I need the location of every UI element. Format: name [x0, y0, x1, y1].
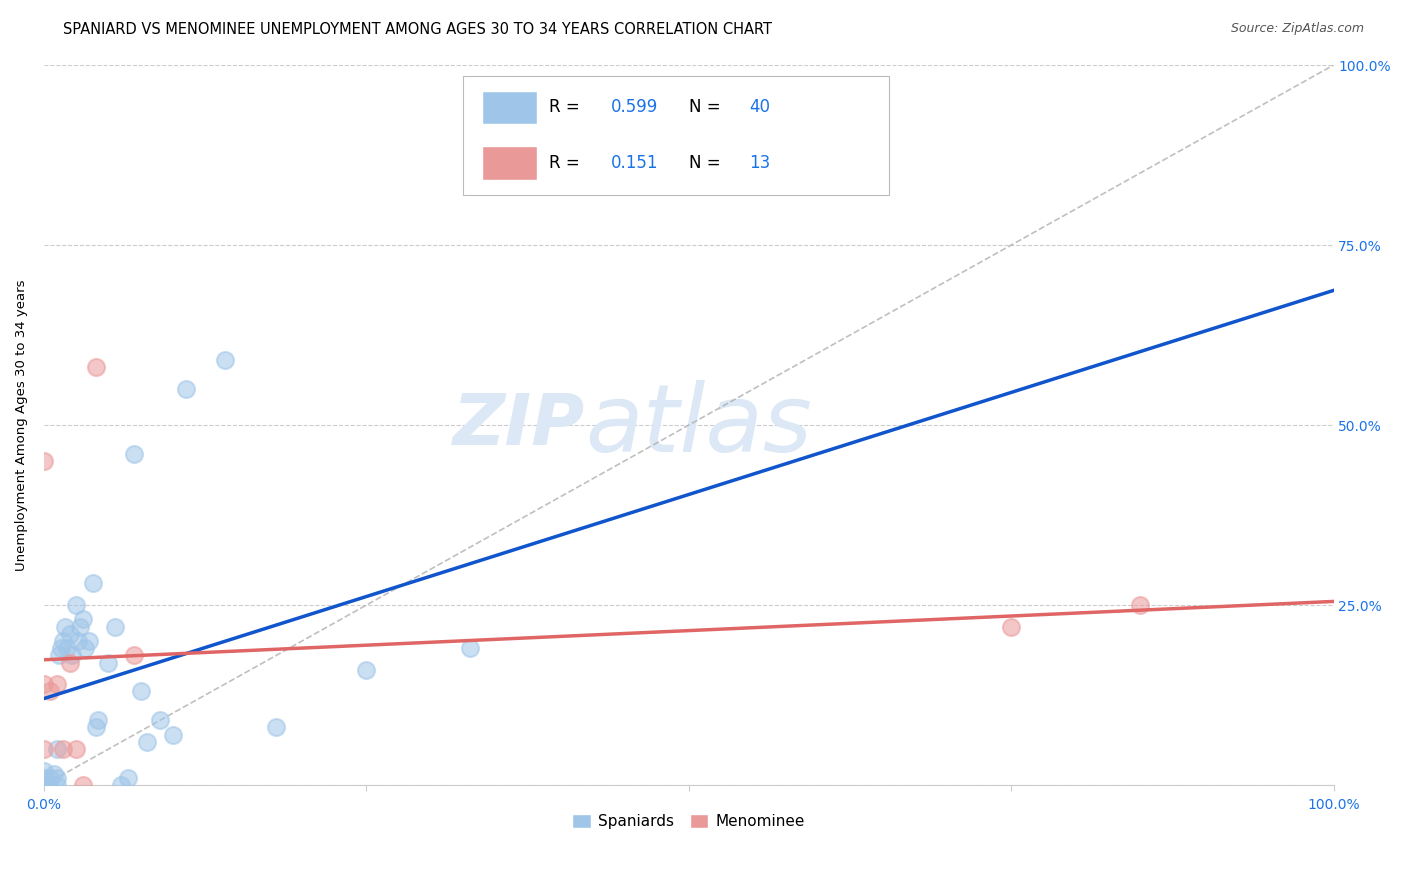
Point	[129, 684, 152, 698]
Point	[53, 620, 76, 634]
Text: Source: ZipAtlas.com: Source: ZipAtlas.com	[1230, 22, 1364, 36]
FancyBboxPatch shape	[482, 91, 537, 124]
Point	[49, 641, 72, 656]
FancyBboxPatch shape	[482, 146, 537, 180]
Point	[84, 360, 107, 375]
Point	[59, 656, 82, 670]
Text: N =: N =	[689, 98, 725, 116]
Point	[122, 648, 145, 663]
Point	[69, 620, 91, 634]
Point	[59, 627, 82, 641]
Point	[52, 742, 75, 756]
Point	[110, 778, 132, 792]
Point	[84, 721, 107, 735]
Point	[32, 677, 55, 691]
Point	[356, 663, 378, 677]
Point	[1129, 598, 1152, 612]
Point	[136, 735, 159, 749]
Point	[458, 641, 481, 656]
Point	[45, 677, 67, 691]
Point	[52, 634, 75, 648]
Point	[1000, 620, 1022, 634]
Point	[45, 742, 67, 756]
Point	[97, 656, 120, 670]
Text: ZIP: ZIP	[453, 391, 585, 459]
Point	[45, 771, 67, 785]
Point	[45, 778, 67, 792]
Point	[72, 612, 94, 626]
Point	[174, 382, 197, 396]
Y-axis label: Unemployment Among Ages 30 to 34 years: Unemployment Among Ages 30 to 34 years	[15, 279, 28, 571]
Point	[87, 714, 110, 728]
Point	[32, 764, 55, 778]
Point	[75, 641, 97, 656]
Point	[149, 714, 172, 728]
Point	[38, 778, 60, 792]
Point	[117, 771, 139, 785]
Point	[72, 778, 94, 792]
Point	[104, 620, 127, 634]
Text: atlas: atlas	[585, 380, 813, 471]
Point	[122, 447, 145, 461]
Text: R =: R =	[550, 98, 585, 116]
Point	[32, 778, 55, 792]
Point	[32, 771, 55, 785]
Point	[39, 771, 62, 785]
Point	[39, 684, 62, 698]
Text: SPANIARD VS MENOMINEE UNEMPLOYMENT AMONG AGES 30 TO 34 YEARS CORRELATION CHART: SPANIARD VS MENOMINEE UNEMPLOYMENT AMONG…	[63, 22, 772, 37]
Point	[66, 634, 89, 648]
Point	[82, 576, 104, 591]
Point	[214, 353, 236, 368]
Text: 40: 40	[749, 98, 770, 116]
Text: R =: R =	[550, 154, 585, 172]
Point	[162, 728, 184, 742]
Point	[32, 778, 55, 792]
Point	[65, 742, 87, 756]
Text: 0.151: 0.151	[612, 154, 659, 172]
Text: 0.599: 0.599	[612, 98, 658, 116]
Point	[77, 634, 100, 648]
Point	[264, 721, 287, 735]
Point	[56, 641, 79, 656]
Point	[32, 454, 55, 468]
Legend: Spaniards, Menominee: Spaniards, Menominee	[567, 808, 811, 835]
Text: N =: N =	[689, 154, 725, 172]
Point	[48, 648, 70, 663]
Text: 13: 13	[749, 154, 770, 172]
Point	[60, 648, 83, 663]
Point	[32, 742, 55, 756]
Point	[44, 767, 66, 781]
Point	[65, 598, 87, 612]
FancyBboxPatch shape	[463, 76, 889, 194]
